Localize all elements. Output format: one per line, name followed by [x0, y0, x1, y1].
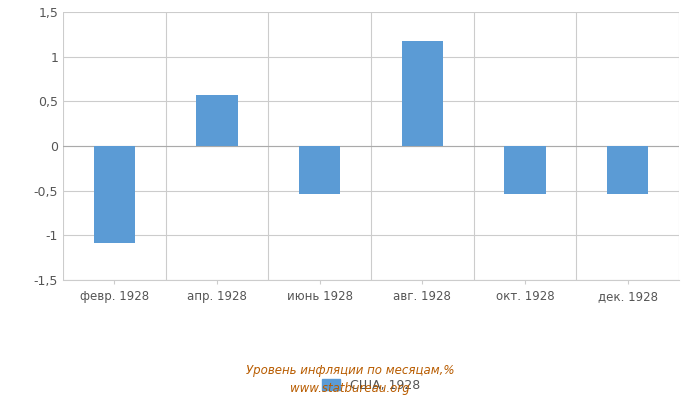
Bar	[402, 42, 443, 146]
Bar	[607, 146, 648, 194]
Text: www.statbureau.org: www.statbureau.org	[290, 382, 410, 395]
Bar	[197, 95, 237, 146]
Legend: США, 1928: США, 1928	[322, 379, 420, 392]
Text: Уровень инфляции по месяцам,%: Уровень инфляции по месяцам,%	[246, 364, 454, 377]
Bar	[505, 146, 545, 194]
Bar	[94, 146, 135, 243]
Bar	[299, 146, 340, 194]
